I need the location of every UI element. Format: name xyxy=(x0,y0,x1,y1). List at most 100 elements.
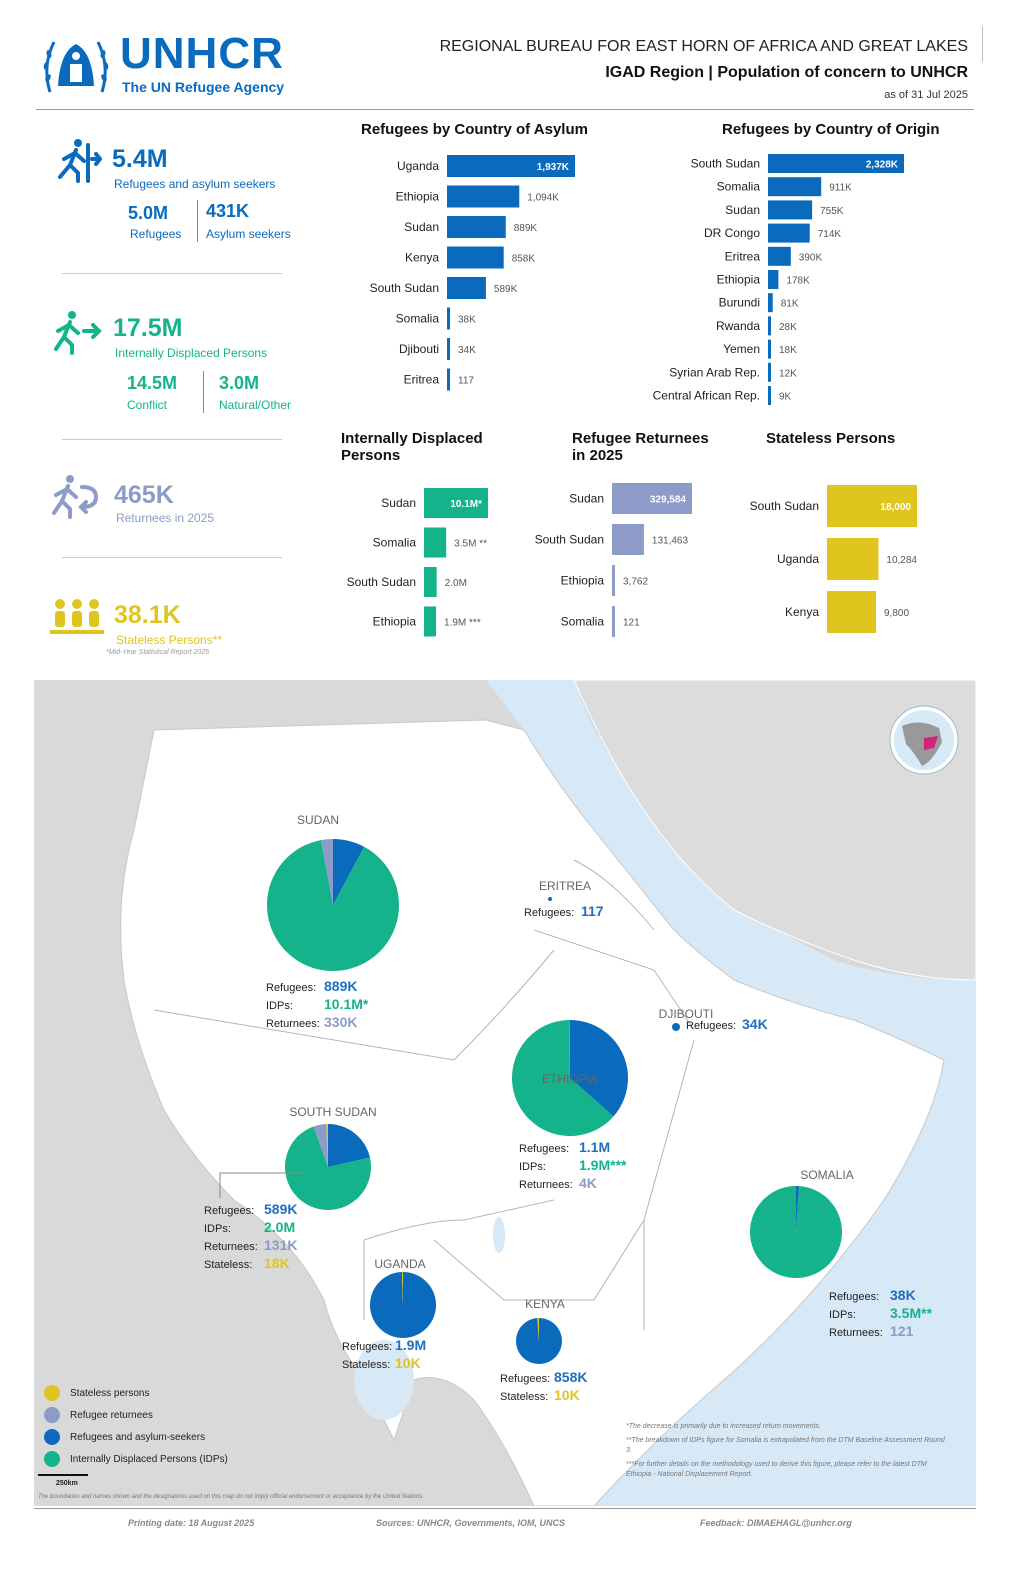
category-label: Kenya xyxy=(785,605,819,619)
stat-value: 1.1M xyxy=(579,1139,610,1155)
pie-uganda[interactable] xyxy=(370,1272,437,1338)
bar xyxy=(768,200,813,220)
category-label: Somalia xyxy=(561,615,605,629)
stat-value: 10K xyxy=(395,1355,421,1371)
region-map[interactable]: SUDAN Refugees: 889K IDPs: 10.1M* Returnees: 3… xyxy=(34,680,976,1506)
data-label: 121 xyxy=(623,618,640,629)
pie-slice xyxy=(267,840,399,971)
pie-slice xyxy=(326,1124,328,1167)
bar xyxy=(827,538,879,580)
chart-title-stateless: Stateless Persons xyxy=(766,430,896,447)
map-notes: *The decrease is primarily due to increa… xyxy=(626,1422,946,1480)
footer-feedback[interactable]: Feedback: DIMAEHAGL@unhcr.org xyxy=(700,1518,852,1528)
bar xyxy=(768,154,904,173)
bar xyxy=(447,216,506,238)
stat-value: 131K xyxy=(264,1237,297,1253)
stat-value: 121 xyxy=(890,1323,914,1339)
pie-slice xyxy=(320,839,333,905)
stat-value: 34K xyxy=(742,1016,768,1032)
data-label: 34K xyxy=(458,345,476,356)
pie-somalia[interactable] xyxy=(749,1186,842,1278)
header-date: as of 31 Jul 2025 xyxy=(884,89,968,101)
data-label: 858K xyxy=(512,254,536,265)
stat-label: Refugees: xyxy=(500,1373,550,1385)
legend-label: Internally Displaced Persons (IDPs) xyxy=(70,1453,228,1465)
bar xyxy=(424,488,488,518)
stat-label: Refugees: xyxy=(829,1291,879,1303)
category-label: Sudan xyxy=(725,203,760,217)
stat-label: Stateless: xyxy=(204,1259,252,1271)
category-label: South Sudan xyxy=(691,157,760,171)
stat-label: Stateless: xyxy=(342,1359,390,1371)
category-label: Eritrea xyxy=(725,249,761,263)
note-3: ***For further details on the methodolog… xyxy=(626,1461,927,1478)
category-label: Ethiopia xyxy=(373,615,417,629)
category-label: Central African Rep. xyxy=(653,389,760,403)
legend-item-refugees: Refugees and asylum-seekers xyxy=(44,1426,228,1448)
data-label: 755K xyxy=(820,206,844,217)
category-label: Kenya xyxy=(405,251,439,265)
chart-title-returnees: Refugee Returnees in 2025 xyxy=(572,430,709,464)
kpi-separator xyxy=(62,439,282,440)
legend-swatch-refugees xyxy=(44,1429,60,1445)
category-label: Somalia xyxy=(373,536,417,550)
pie-ethiopia[interactable] xyxy=(512,1020,628,1136)
pie-slice xyxy=(749,1186,842,1278)
stat-value: 3.5M** xyxy=(890,1305,933,1321)
stat-label: Refugees: xyxy=(519,1143,569,1155)
pie-south-sudan[interactable] xyxy=(285,1124,372,1210)
scale-bar xyxy=(38,1474,88,1476)
pie-slice xyxy=(796,1186,800,1232)
pie-sudan[interactable] xyxy=(267,839,399,971)
bar xyxy=(612,565,615,596)
legend-label: Stateless persons xyxy=(70,1387,150,1399)
stat-value: 4K xyxy=(579,1175,597,1191)
stat-value: 117 xyxy=(581,903,604,919)
bar xyxy=(447,277,486,299)
category-label: Sudan xyxy=(404,220,439,234)
bar xyxy=(768,270,779,289)
bar xyxy=(447,246,504,269)
stat-label: Refugees: xyxy=(266,982,316,994)
bar xyxy=(768,246,791,266)
pie-slice xyxy=(333,839,365,905)
header-vertical-divider xyxy=(982,26,983,62)
idps-label: Internally Displaced Persons xyxy=(115,346,268,360)
map-disclaimer: The boundaries and names shown and the d… xyxy=(38,1494,424,1500)
refugees-asylum-label: Refugees and asylum seekers xyxy=(114,177,276,191)
pie-slice xyxy=(537,1318,539,1341)
bar xyxy=(447,155,575,177)
country-name: SOUTH SUDAN xyxy=(289,1105,376,1119)
legend-item-returnees: Refugee returnees xyxy=(44,1404,228,1426)
category-label: Syrian Arab Rep. xyxy=(669,365,760,379)
bar xyxy=(447,307,450,330)
bar xyxy=(827,485,917,527)
stat-value: 2.0M xyxy=(264,1219,295,1235)
data-label: 390K xyxy=(799,252,823,263)
asylum-seekers-total: 431K xyxy=(206,201,250,221)
bar xyxy=(447,185,520,208)
legend-item-stateless: Stateless persons xyxy=(44,1382,228,1404)
category-label: Ethiopia xyxy=(396,190,440,204)
bar xyxy=(447,368,450,391)
stat-value: 1.9M xyxy=(395,1337,426,1353)
stat-label: Returnees: xyxy=(829,1327,883,1339)
data-label: 589K xyxy=(494,284,518,295)
data-label: 131,463 xyxy=(652,536,689,547)
kpi-separator xyxy=(62,557,282,558)
data-label: 2,328K xyxy=(866,160,899,171)
country-name: DJIBOUTI xyxy=(659,1007,714,1021)
footer-sources: Sources: UNHCR, Governments, IOM, UNCS xyxy=(376,1518,566,1528)
pie-kenya[interactable] xyxy=(516,1318,563,1364)
marker-djibouti xyxy=(672,1023,680,1031)
chart-stateless: South Sudan 18,000 Uganda 10,284 Kenya 9,800 xyxy=(750,485,917,633)
category-label: South Sudan xyxy=(347,575,416,589)
category-label: Ethiopia xyxy=(717,273,761,287)
country-name: SUDAN xyxy=(297,813,339,827)
pie-slice xyxy=(328,1124,370,1167)
country-name: ERITREA xyxy=(539,879,591,893)
stateless-persons-icon xyxy=(50,599,104,634)
footer-divider xyxy=(34,1508,976,1509)
refugees-label: Refugees xyxy=(130,227,182,241)
data-label: 10.1M* xyxy=(450,499,482,510)
